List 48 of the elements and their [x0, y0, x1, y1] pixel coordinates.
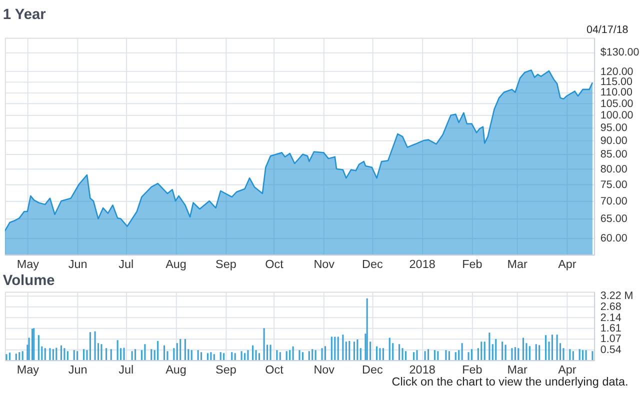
x-tick-label: Apr: [558, 363, 576, 376]
y-tick-label: 2.68: [600, 300, 622, 313]
text: Click on the chart to view the underlying data.: [392, 376, 628, 389]
x-tick-label: Feb: [462, 363, 483, 376]
x-tick-label: May: [16, 363, 40, 376]
x-tick-label: Jul: [118, 363, 134, 376]
y-tick-label: 1.61: [600, 322, 622, 334]
x-tick-label: Sep: [215, 258, 237, 271]
y-tick-label: 75.00: [600, 178, 628, 191]
x-tick-label: Dec: [362, 363, 383, 376]
x-tick-label: May: [16, 258, 40, 271]
y-tick-label: 70.00: [600, 195, 628, 208]
x-tick-label: Mar: [507, 258, 528, 271]
y-tick-label: 95.00: [600, 122, 628, 134]
x-tick-label: Jun: [68, 258, 88, 271]
x-tick-label: Jul: [118, 258, 134, 271]
y-tick-label: 2.14: [600, 312, 622, 324]
x-tick-label: Sep: [215, 363, 237, 376]
y-tick-label: 1.07: [600, 333, 622, 346]
x-tick-label: Oct: [265, 363, 284, 376]
y-tick-label: 90.00: [600, 134, 628, 147]
x-tick-label: Aug: [166, 258, 186, 271]
x-tick-label: 2018: [409, 363, 436, 376]
chart-title: Volume: [2, 273, 55, 290]
x-tick-label: Jun: [68, 363, 88, 376]
text: 04/17/18: [586, 24, 628, 36]
x-tick-label: Dec: [362, 258, 383, 271]
x-tick-label: 2018: [409, 258, 436, 271]
x-tick-label: Nov: [314, 363, 335, 376]
x-tick-label: Oct: [265, 258, 284, 271]
y-tick-label: 115.00: [600, 76, 632, 88]
y-tick-label: 60.00: [600, 232, 628, 244]
y-tick-label: $130.00: [600, 46, 640, 59]
y-tick-label: 120.00: [600, 66, 634, 78]
x-tick-label: Feb: [462, 258, 483, 271]
y-tick-label: 3.22 M: [600, 290, 634, 302]
y-tick-label: 0.54: [600, 344, 622, 356]
x-tick-label: Mar: [507, 363, 528, 376]
x-tick-label: Nov: [314, 258, 335, 271]
y-tick-label: 65.00: [600, 213, 628, 226]
x-tick-label: Aug: [166, 363, 186, 376]
chart-title: 1 Year: [2, 7, 46, 24]
y-tick-label: 80.00: [600, 163, 628, 176]
y-tick-label: 105.00: [600, 98, 634, 110]
x-tick-label: Apr: [558, 258, 576, 271]
y-tick-label: 85.00: [600, 148, 628, 161]
y-tick-label: 110.00: [600, 86, 632, 99]
y-tick-label: 100.00: [600, 110, 634, 122]
